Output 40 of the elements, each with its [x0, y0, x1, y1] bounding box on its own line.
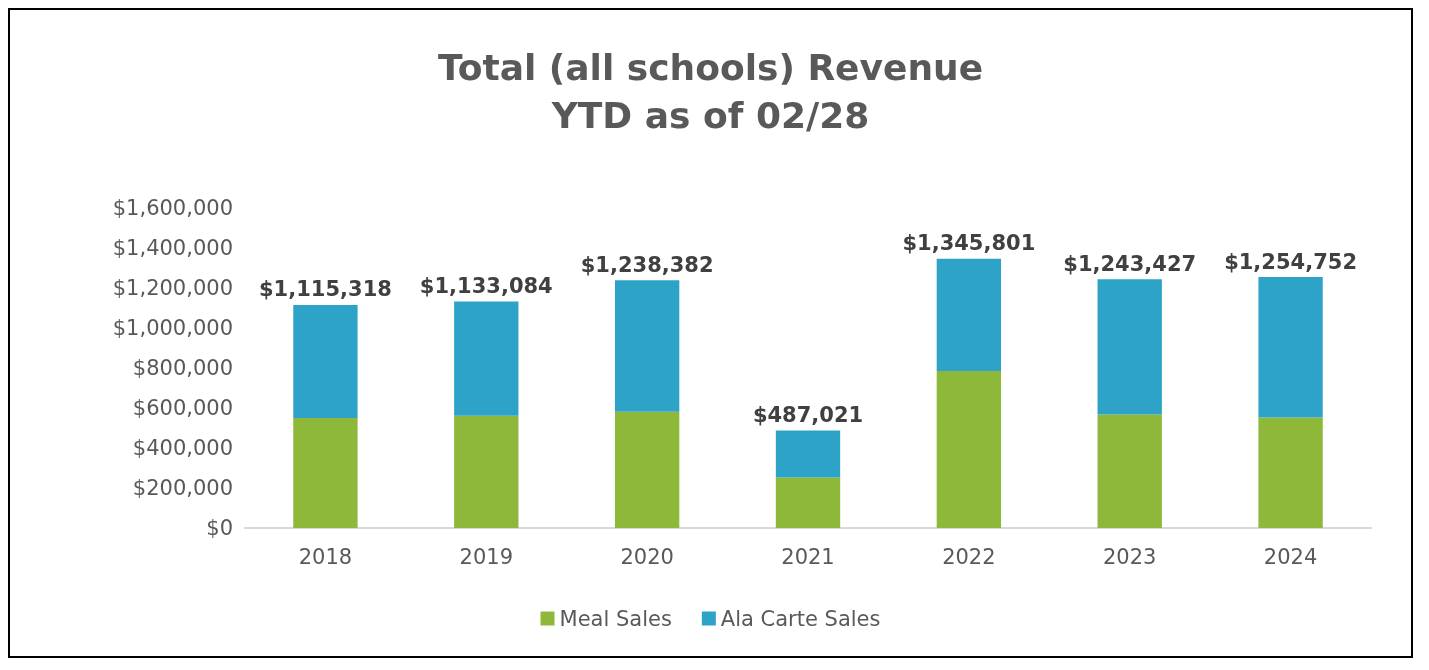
bar	[1258, 417, 1323, 528]
bar	[454, 415, 519, 528]
bar	[293, 304, 358, 418]
legend-label: Meal Sales	[559, 606, 672, 631]
total-label: $1,243,427	[1063, 251, 1197, 276]
legend-label: Ala Carte Sales	[720, 606, 881, 631]
bar	[936, 371, 1002, 528]
bar	[1097, 414, 1162, 528]
x-tick-label: 2020	[620, 544, 674, 569]
bar	[1258, 277, 1323, 418]
bar	[293, 418, 358, 528]
bar	[454, 301, 519, 416]
y-tick-label: $1,200,000	[112, 276, 233, 300]
bar	[775, 430, 841, 478]
bar	[936, 258, 1002, 371]
x-tick-label: 2024	[1263, 544, 1318, 569]
y-tick-label: $0	[206, 516, 233, 540]
total-label: $1,238,382	[580, 252, 714, 277]
y-tick-label: $400,000	[132, 436, 233, 460]
y-tick-label: $1,400,000	[112, 236, 233, 260]
y-tick-label: $1,000,000	[112, 316, 233, 340]
total-label: $1,133,084	[419, 273, 553, 298]
bar	[775, 477, 841, 528]
chart-title: Total (all schools) Revenue YTD as of 02/28	[437, 46, 984, 136]
bar	[1097, 279, 1162, 415]
total-label: $1,345,801	[902, 231, 1036, 256]
x-tick-label: 2022	[942, 544, 996, 569]
x-tick-label: 2018	[298, 544, 353, 569]
y-tick-label: $800,000	[132, 356, 233, 380]
x-tick-label: 2021	[781, 544, 835, 569]
total-label: $1,115,318	[259, 277, 392, 302]
bar	[614, 411, 680, 528]
x-tick-label: 2023	[1102, 544, 1157, 569]
x-tick-label: 2019	[459, 544, 514, 569]
y-tick-label: $1,600,000	[112, 196, 233, 220]
total-label: $1,254,752	[1224, 249, 1357, 274]
y-tick-label: $600,000	[132, 396, 233, 420]
y-tick-label: $200,000	[132, 476, 233, 500]
bar	[614, 280, 680, 412]
total-label: $487,021	[752, 403, 864, 428]
